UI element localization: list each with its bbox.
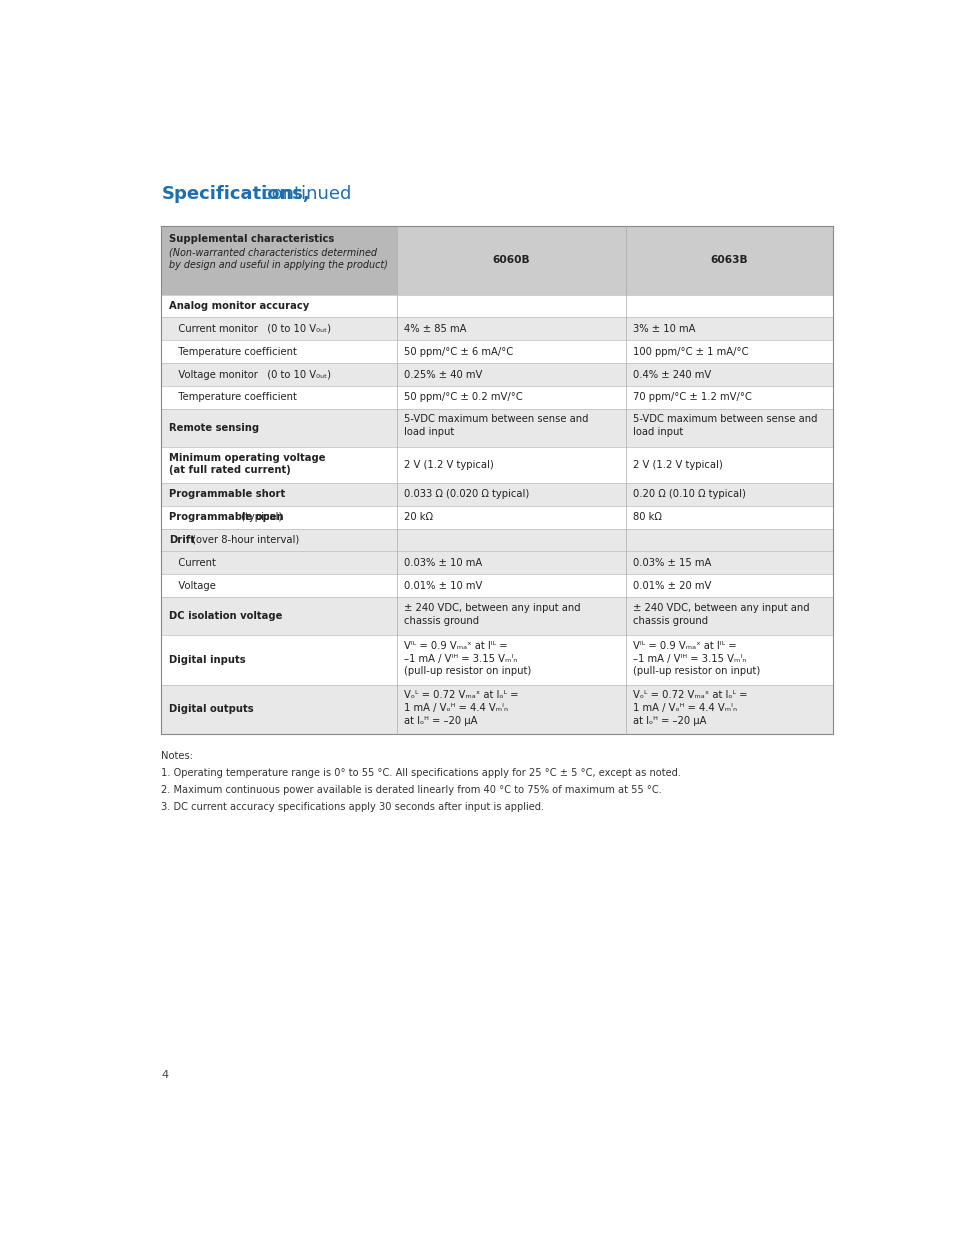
Text: 4: 4: [161, 1071, 169, 1081]
Text: Voltage monitor   (0 to 10 V₀ᵤₜ): Voltage monitor (0 to 10 V₀ᵤₜ): [169, 369, 331, 379]
Text: Analog monitor accuracy: Analog monitor accuracy: [169, 301, 309, 311]
Text: Temperature coefficient: Temperature coefficient: [169, 347, 296, 357]
Text: 100 ppm/°C ± 1 mA/°C: 100 ppm/°C ± 1 mA/°C: [633, 347, 748, 357]
Text: Vᴵᴸ = 0.9 Vₘₐˣ at Iᴵᴸ =
–1 mA / Vᴵᴴ = 3.15 Vₘᴵₙ
(pull-up resistor on input): Vᴵᴸ = 0.9 Vₘₐˣ at Iᴵᴸ = –1 mA / Vᴵᴴ = 3.…: [633, 641, 760, 677]
Text: Vₒᴸ = 0.72 Vₘₐˣ at Iₒᴸ =
1 mA / Vₒᴴ = 4.4 Vₘᴵₙ
at Iₒᴴ = –20 μA: Vₒᴸ = 0.72 Vₘₐˣ at Iₒᴸ = 1 mA / Vₒᴴ = 4.…: [633, 690, 747, 726]
Text: 0.25% ± 40 mV: 0.25% ± 40 mV: [403, 369, 482, 379]
Text: 0.03% ± 10 mA: 0.03% ± 10 mA: [403, 558, 481, 568]
Text: Minimum operating voltage
(at full rated current): Minimum operating voltage (at full rated…: [169, 452, 325, 475]
Bar: [161, 385, 832, 409]
Text: Digital inputs: Digital inputs: [169, 655, 245, 664]
Bar: [161, 574, 832, 597]
Text: 2. Maximum continuous power available is derated linearly from 40 °C to 75% of m: 2. Maximum continuous power available is…: [161, 785, 661, 795]
Text: 50 ppm/°C ± 0.2 mV/°C: 50 ppm/°C ± 0.2 mV/°C: [403, 393, 522, 403]
Text: Vₒᴸ = 0.72 Vₘₐˣ at Iₒᴸ =
1 mA / Vₒᴴ = 4.4 Vₘᴵₙ
at Iₒᴴ = –20 μA: Vₒᴸ = 0.72 Vₘₐˣ at Iₒᴸ = 1 mA / Vₒᴴ = 4.…: [403, 690, 517, 726]
Text: Current monitor   (0 to 10 V₀ᵤₜ): Current monitor (0 to 10 V₀ᵤₜ): [169, 324, 331, 333]
Text: 5-VDC maximum between sense and
load input: 5-VDC maximum between sense and load inp…: [633, 415, 817, 437]
Text: 6060B: 6060B: [492, 256, 529, 266]
Bar: [161, 597, 832, 635]
Bar: [161, 551, 832, 574]
Text: Specifications,: Specifications,: [161, 185, 310, 204]
Text: 5-VDC maximum between sense and
load input: 5-VDC maximum between sense and load inp…: [403, 415, 588, 437]
Text: 6063B: 6063B: [710, 256, 747, 266]
Text: 3. DC current accuracy specifications apply 30 seconds after input is applied.: 3. DC current accuracy specifications ap…: [161, 803, 544, 813]
Text: Drift: Drift: [169, 535, 194, 545]
Text: 0.01% ± 10 mV: 0.01% ± 10 mV: [403, 580, 482, 590]
Bar: [161, 506, 832, 529]
Text: 0.20 Ω (0.10 Ω typical): 0.20 Ω (0.10 Ω typical): [633, 489, 745, 499]
Text: Supplemental characteristics: Supplemental characteristics: [169, 233, 334, 243]
Text: 3% ± 10 mA: 3% ± 10 mA: [633, 324, 695, 333]
Text: DC isolation voltage: DC isolation voltage: [169, 611, 282, 621]
Text: 0.033 Ω (0.020 Ω typical): 0.033 Ω (0.020 Ω typical): [403, 489, 529, 499]
Text: 2 V (1.2 V typical): 2 V (1.2 V typical): [633, 459, 722, 469]
Bar: [161, 684, 832, 734]
Bar: [625, 226, 832, 295]
Bar: [161, 529, 832, 551]
Text: (over 8-hour interval): (over 8-hour interval): [189, 535, 299, 545]
Text: 1. Operating temperature range is 0° to 55 °C. All specifications apply for 25 °: 1. Operating temperature range is 0° to …: [161, 768, 680, 778]
Text: 4% ± 85 mA: 4% ± 85 mA: [403, 324, 466, 333]
Text: 0.4% ± 240 mV: 0.4% ± 240 mV: [633, 369, 711, 379]
Text: Notes:: Notes:: [161, 751, 193, 761]
Text: 2 V (1.2 V typical): 2 V (1.2 V typical): [403, 459, 493, 469]
Bar: [161, 295, 832, 317]
Text: 0.01% ± 20 mV: 0.01% ± 20 mV: [633, 580, 711, 590]
Bar: [161, 483, 832, 506]
Text: 70 ppm/°C ± 1.2 mV/°C: 70 ppm/°C ± 1.2 mV/°C: [633, 393, 751, 403]
Text: ± 240 VDC, between any input and
chassis ground: ± 240 VDC, between any input and chassis…: [633, 603, 809, 626]
Text: Remote sensing: Remote sensing: [169, 422, 258, 432]
Text: (typical): (typical): [237, 513, 282, 522]
Text: continued: continued: [255, 185, 351, 204]
Bar: [396, 226, 625, 295]
Text: (Non-warranted characteristics determined
by design and useful in applying the p: (Non-warranted characteristics determine…: [169, 247, 387, 270]
Text: Voltage: Voltage: [169, 580, 215, 590]
Text: 50 ppm/°C ± 6 mA/°C: 50 ppm/°C ± 6 mA/°C: [403, 347, 513, 357]
Text: 80 kΩ: 80 kΩ: [633, 513, 661, 522]
Bar: [161, 409, 832, 447]
Bar: [161, 317, 832, 341]
Text: Current: Current: [169, 558, 215, 568]
Bar: [161, 226, 396, 295]
Text: ± 240 VDC, between any input and
chassis ground: ± 240 VDC, between any input and chassis…: [403, 603, 580, 626]
Text: Programmable open: Programmable open: [169, 513, 283, 522]
Text: Programmable short: Programmable short: [169, 489, 285, 499]
Bar: [161, 635, 832, 684]
Bar: [161, 341, 832, 363]
Text: 0.03% ± 15 mA: 0.03% ± 15 mA: [633, 558, 711, 568]
Text: Temperature coefficient: Temperature coefficient: [169, 393, 296, 403]
Text: Vᴵᴸ = 0.9 Vₘₐˣ at Iᴵᴸ =
–1 mA / Vᴵᴴ = 3.15 Vₘᴵₙ
(pull-up resistor on input): Vᴵᴸ = 0.9 Vₘₐˣ at Iᴵᴸ = –1 mA / Vᴵᴴ = 3.…: [403, 641, 531, 677]
Text: Digital outputs: Digital outputs: [169, 704, 253, 714]
Bar: [161, 363, 832, 385]
Text: 20 kΩ: 20 kΩ: [403, 513, 433, 522]
Bar: [161, 447, 832, 483]
